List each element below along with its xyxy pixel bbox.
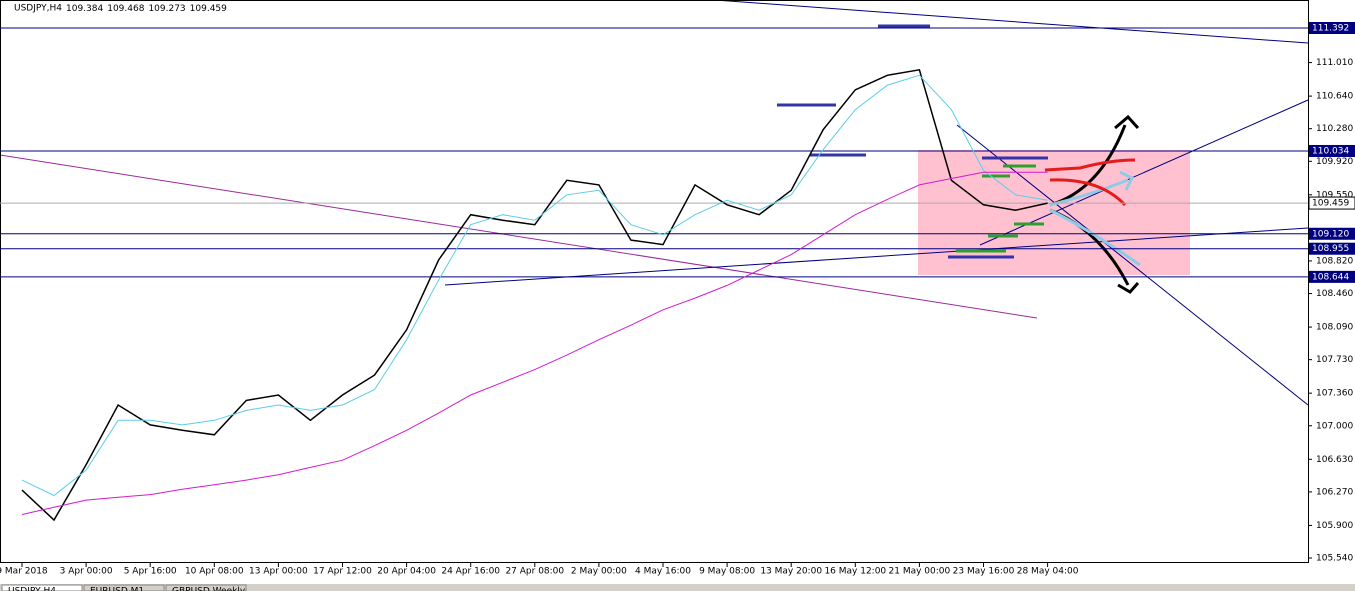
price-line: [21, 171, 1048, 515]
x-tick-label: 21 May 00:00: [889, 567, 951, 577]
level-label: 111.392: [1312, 23, 1349, 33]
x-tick-label: 9 May 08:00: [699, 567, 755, 577]
x-tick-label: 13 May 20:00: [760, 567, 822, 577]
current-price-label: 109.459: [1312, 199, 1349, 209]
y-tick-label: 108.090: [1316, 323, 1353, 333]
y-tick-label: 108.460: [1316, 289, 1353, 299]
level-label-box: [1309, 270, 1355, 283]
y-tick-label: 107.730: [1316, 355, 1353, 365]
y-tick-label: 106.270: [1316, 487, 1353, 497]
ohlc-value: 109.468: [107, 4, 144, 14]
ohlc-value: 109.273: [148, 4, 185, 14]
y-tick-label: 110.280: [1316, 124, 1353, 134]
current-price-box: [1308, 196, 1355, 210]
x-tick-label: 10 Apr 08:00: [185, 567, 244, 577]
tab[interactable]: [165, 584, 247, 591]
x-tick-label: 20 Apr 04:00: [377, 567, 436, 577]
level-label: 110.034: [1312, 146, 1349, 156]
y-tick-label: 110.640: [1316, 92, 1353, 102]
level-label: 109.120: [1312, 229, 1349, 239]
trendline: [0, 154, 1038, 319]
x-tick-label: 23 May 16:00: [953, 567, 1015, 577]
level-label-box: [1309, 227, 1355, 240]
trendline: [956, 124, 1309, 406]
x-tick-label: 2 May 00:00: [571, 567, 627, 577]
y-tick-label: 108.820: [1316, 256, 1353, 266]
tab[interactable]: [1, 584, 83, 591]
x-tick-label: 5 Apr 16:00: [124, 567, 177, 577]
level-label: 108.955: [1312, 244, 1349, 254]
level-label-box: [1309, 144, 1355, 157]
plot-frame: [0, 0, 1309, 563]
y-tick-label: 106.630: [1316, 455, 1353, 465]
tab-label: EURUSD,M1: [90, 587, 144, 591]
trendline: [714, 0, 1309, 44]
x-tick-label: 16 May 12:00: [824, 567, 886, 577]
trendline: [979, 99, 1309, 246]
y-tick-label: 109.920: [1316, 157, 1353, 167]
level-label: 108.644: [1312, 272, 1349, 282]
x-tick-label: 9 Mar 2018: [0, 567, 48, 577]
price-line: [21, 68, 1048, 522]
x-tick-label: 4 May 16:00: [635, 567, 691, 577]
x-tick-label: 28 May 04:00: [1017, 567, 1079, 577]
y-tick-label: 111.010: [1316, 58, 1353, 68]
ohlc-value: 109.459: [190, 4, 227, 14]
x-tick-label: 27 Apr 08:00: [505, 567, 564, 577]
ohlc: 109.384 109.468 109.273 109.459: [66, 4, 227, 14]
level-label-box: [1309, 21, 1355, 34]
y-tick-label: 107.000: [1316, 421, 1353, 431]
tab-bar: [0, 584, 1355, 591]
ohlc-value: 109.384: [66, 4, 103, 14]
x-tick-label: 24 Apr 16:00: [441, 567, 500, 577]
y-tick-label: 105.540: [1316, 554, 1353, 564]
tab-label: USDJPY,H4: [8, 587, 56, 591]
tab-label: GBPUSD,Weekly: [172, 587, 246, 591]
price-line: [21, 74, 1048, 497]
x-tick-label: 3 Apr 00:00: [60, 567, 113, 577]
tab[interactable]: [83, 584, 165, 591]
y-tick-label: 107.360: [1316, 389, 1353, 399]
x-tick-label: 17 Apr 12:00: [313, 567, 372, 577]
x-tick-label: 13 Apr 00:00: [249, 567, 308, 577]
level-label-box: [1309, 242, 1355, 255]
trendline: [444, 227, 1309, 286]
y-tick-label: 105.900: [1316, 521, 1353, 531]
y-tick-label: 109.550: [1316, 190, 1353, 200]
symbol-title: USDJPY,H4: [14, 4, 62, 14]
